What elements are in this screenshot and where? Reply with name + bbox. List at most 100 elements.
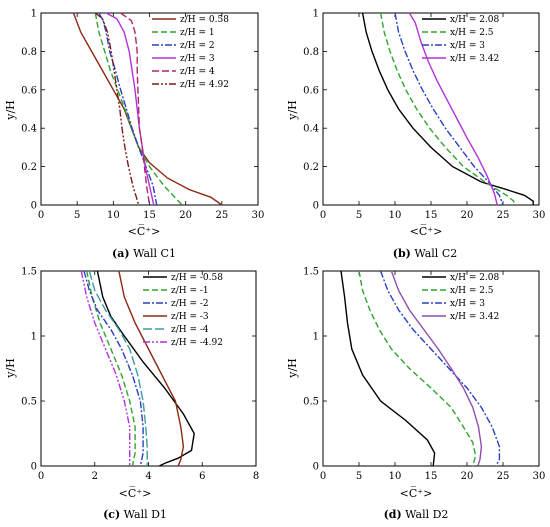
panel-c-legend-label: z/H = -3 [171, 312, 209, 322]
panel-a-caption-tag: (a) [112, 247, 130, 260]
panel-a-ytick-label: 1 [31, 9, 37, 20]
panel-d-xtick-label: 15 [425, 471, 438, 482]
panel-b-xtick-label: 10 [389, 210, 402, 221]
panel-b-xtick-label: 30 [533, 210, 546, 221]
panel-c-caption-text: Wall D1 [124, 508, 167, 521]
panel-c-ytick-label: 1.5 [21, 267, 37, 278]
panel-b-caption: (b) Wall C2 [393, 247, 457, 260]
panel-d-ytick-label: 0 [313, 462, 319, 473]
panel-d-legend-label: x/H = 3.42 [450, 312, 499, 322]
panel-a-legend-label: z/H = 4 [180, 67, 215, 77]
panel-c-series-line-2 [86, 270, 136, 467]
panel-a-xtick-label: 20 [179, 210, 192, 221]
panel-d-xtick-label: 20 [461, 471, 474, 482]
panel-d-xlabel: <C̅⁺> [400, 486, 433, 500]
panel-a-caption: (a) Wall C1 [112, 247, 176, 260]
panel-b-caption-text: Wall C2 [414, 247, 457, 260]
panel-b-xtick-label: 25 [497, 210, 510, 221]
panel-d-xtick-label: 30 [533, 471, 546, 482]
panel-c-xtick-label: 0 [38, 471, 44, 482]
panel-b-ytick-label: 1 [313, 9, 319, 20]
panel-c-xlabel: <C̅⁺> [119, 486, 152, 500]
panel-c-ytick-label: 0.5 [21, 397, 37, 408]
panel-b: y/H <C̅⁺> (b) Wall C2 0 5 10 15 20 25 30 0 0.2 0.… [286, 9, 545, 261]
panel-b-xtick-label: 5 [356, 210, 362, 221]
panel-a-xtick-label: 25 [215, 210, 228, 221]
panel-b-series-line-2 [379, 12, 515, 205]
panel-d-ytick-label: 1.5 [303, 267, 319, 278]
panel-c-legend-label: z/H = -4 [171, 325, 209, 335]
panel-a-series-line-3 [98, 12, 158, 206]
panel-a-ytick-label: 0.8 [21, 47, 37, 58]
panel-d-caption-tag: (d) [384, 508, 402, 521]
panel-b-ytick-label: 0.8 [303, 47, 319, 58]
panel-b-plot-frame [322, 12, 540, 206]
panel-c-ylabel: y/H [4, 358, 17, 379]
panel-a-ytick-label: 0 [31, 201, 37, 212]
panel-b-legend-label: x/H = 3 [450, 41, 485, 51]
panel-d-ytick-label: 1 [313, 332, 319, 343]
panel-a-series-line-2 [94, 12, 183, 206]
panel-d-legend-label: x/H = 2.5 [450, 286, 494, 296]
panel-b-ytick-label: 0.4 [303, 124, 319, 135]
panel-d-series-line-4 [390, 270, 483, 467]
panel-a-legend-label: z/H = 2 [180, 41, 215, 51]
panel-a-legend-label: z/H = 3 [180, 54, 215, 64]
panel-b-series-line-4 [408, 12, 498, 206]
panel-c-xtick-label: 6 [199, 471, 205, 482]
panel-b-legend-label: x/H = 2.5 [450, 28, 494, 38]
panel-c-series-line-4 [118, 270, 185, 467]
panel-a-xtick-label: 15 [143, 210, 156, 221]
panel-a-ytick-label: 0.4 [21, 124, 37, 135]
panel-a-ytick-label: 0.2 [21, 162, 37, 173]
panel-a-xtick-label: 5 [74, 210, 80, 221]
panel-c-xtick-label: 4 [145, 471, 151, 482]
panel-c-series-line-3 [83, 270, 144, 467]
panel-c: y/H <C̅⁺> (c) Wall D1 0 2 4 6 8 0 0.5 1 1.5 z/H =… [4, 267, 259, 522]
panel-d-series-line-2 [358, 270, 477, 467]
panel-c-legend-label: z/H = -0.58 [171, 273, 223, 283]
panel-b-ylabel: y/H [286, 100, 299, 121]
panel-c-xtick-label: 2 [92, 471, 98, 482]
panel-d-xtick-label: 10 [389, 471, 402, 482]
panel-c-caption: (c) Wall D1 [103, 508, 167, 521]
panel-c-xtick-label: 8 [253, 471, 259, 482]
panel-a-ytick-label: 0.6 [21, 85, 37, 96]
panel-c-ytick-label: 0 [31, 462, 37, 473]
panel-a-xlabel: <C̅⁺> [128, 224, 161, 238]
panel-a-caption-text: Wall C1 [133, 247, 176, 260]
panel-a-series-line-4 [105, 12, 155, 206]
panel-b-legend-label: x/H = 2.08 [450, 15, 500, 25]
panel-b-xtick-label: 15 [425, 210, 438, 221]
panel-a-series-line-5 [120, 12, 151, 206]
panel-b-legend-label: x/H = 3.42 [450, 54, 499, 64]
panel-a-legend-label: z/H = 0.58 [180, 15, 229, 25]
panel-d-caption: (d) Wall D2 [384, 508, 449, 521]
panel-b-ytick-label: 0 [313, 201, 319, 212]
panel-d-xtick-label: 0 [320, 471, 326, 482]
panel-a-xtick-label: 0 [38, 210, 44, 221]
panel-a-series-line-6 [94, 12, 140, 206]
panel-c-series-line-5 [88, 270, 148, 466]
panel-c-series-line-1 [96, 270, 195, 467]
panel-c-legend-label: z/H = -2 [171, 299, 209, 309]
panel-b-xlabel: <C̅⁺> [410, 224, 443, 238]
panel-d-series-line-1 [340, 270, 436, 467]
panel-b-ytick-label: 0.2 [303, 162, 319, 173]
panel-a-xtick-label: 10 [107, 210, 120, 221]
panel-b-series-line-1 [361, 12, 534, 205]
panel-d-xtick-label: 5 [356, 471, 362, 482]
panel-d: y/H <C̅⁺> (d) Wall D2 0 5 10 15 20 25 30 0 0.5 1 1… [286, 267, 545, 522]
panel-d-legend-label: x/H = 3 [450, 299, 485, 309]
panel-c-legend-label: z/H = -4.92 [171, 338, 223, 348]
panel-a-legend-label: z/H = 1 [180, 28, 215, 38]
panel-d-xtick-label: 25 [497, 471, 510, 482]
panel-b-xtick-label: 0 [320, 210, 326, 221]
panel-b-ytick-label: 0.6 [303, 85, 319, 96]
panel-c-series-line-6 [80, 270, 131, 466]
panel-a-ylabel: y/H [4, 100, 17, 121]
panel-d-plot-frame [322, 270, 540, 467]
panel-a-legend-label: z/H = 4.92 [180, 80, 229, 90]
panel-a: y/H <C̅⁺> (a) Wall C1 0 5 10 15 20 25 30 0 0.2 0.… [4, 9, 264, 261]
